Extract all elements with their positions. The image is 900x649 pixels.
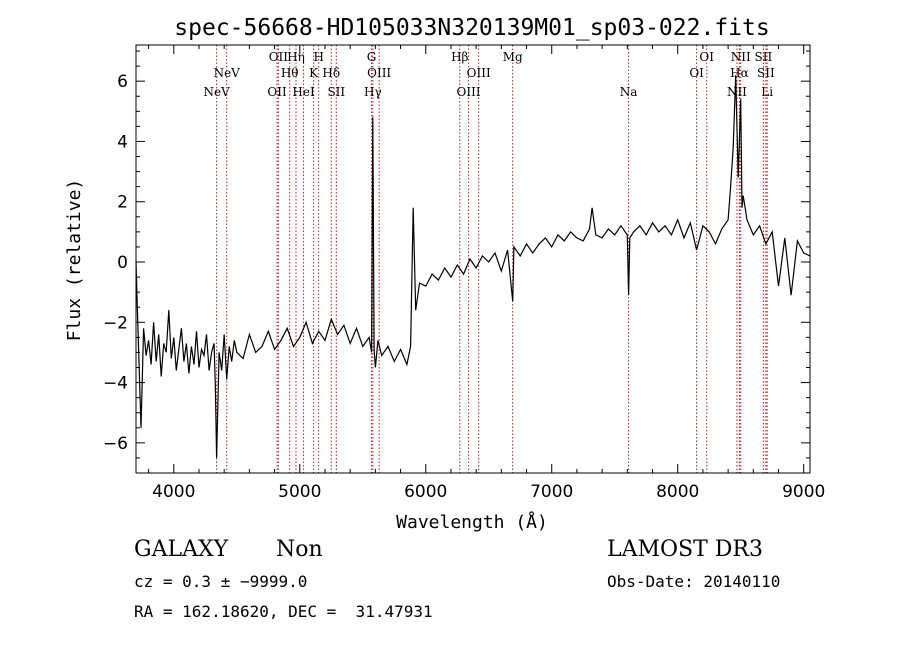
x-axis-label: Wavelength (Å): [396, 511, 548, 533]
line-label-16: OIII: [467, 66, 491, 80]
spectrum-line: [135, 75, 811, 458]
y-tick-label: 0: [117, 253, 128, 273]
x-tick-label: 8000: [656, 482, 699, 502]
redshift-value: cz = 0.3 ± −9999.0: [134, 572, 308, 591]
line-label-17: Mg: [503, 50, 523, 64]
line-label-19: OI: [689, 66, 704, 80]
line-label-23: NII: [731, 50, 751, 64]
line-label-10: SII: [327, 85, 345, 99]
class-label: GALAXY: [134, 537, 229, 562]
x-tick-label: 5000: [278, 482, 321, 502]
y-tick-label: 4: [117, 132, 128, 152]
x-axis: 4000 5000 6000 7000 8000 9000: [148, 45, 825, 502]
line-label-8: H: [313, 50, 323, 64]
y-tick-label: −6: [103, 434, 128, 454]
line-label-6: HeI: [292, 85, 315, 99]
line-label-12: Hγ: [364, 85, 382, 99]
chart-title: spec-56668-HD105033N320139M01_sp03-022.f…: [174, 15, 769, 41]
line-label-26: Li: [761, 85, 773, 99]
line-label-24: SII: [755, 50, 773, 64]
coordinates: RA = 162.18620, DEC = 31.47931: [134, 602, 433, 621]
y-tick-label: −2: [103, 313, 128, 333]
line-label-9: Hδ: [322, 66, 340, 80]
y-tick-label: 2: [117, 193, 128, 213]
line-label-21: NII: [727, 85, 747, 99]
line-label-4: Hθ: [281, 66, 299, 80]
y-axis-label: Flux (relative): [64, 179, 85, 342]
line-label-14: Hβ: [451, 50, 468, 64]
x-tick-label: 4000: [152, 482, 195, 502]
survey-label: LAMOST DR3: [607, 537, 763, 562]
x-tick-label: 9000: [782, 482, 825, 502]
line-label-22: Hα: [730, 66, 749, 80]
line-label-0: NeV: [203, 85, 230, 99]
y-axis: −6 −4 −2 0 2 4 6: [103, 50, 810, 459]
line-label-3: OII: [269, 50, 289, 64]
y-tick-label: −4: [103, 374, 128, 394]
line-label-13: OIII: [367, 66, 391, 80]
line-label-11: G: [367, 50, 377, 64]
line-label-7: K: [309, 66, 319, 80]
emission-line-labels: NeV NeV OII OII Hθ Hη HeI KH Hδ SII G Hγ OIII Hβ OIII O…: [203, 50, 775, 99]
obs-date: Obs-Date: 20140110: [607, 572, 781, 591]
line-label-1: NeV: [214, 66, 241, 80]
line-label-5: Hη: [287, 50, 305, 64]
subclass-label: Non: [276, 537, 323, 562]
x-tick-label: 6000: [404, 482, 447, 502]
y-tick-label: 6: [117, 72, 128, 92]
emission-line-markers: [216, 45, 768, 473]
plot-frame: [135, 44, 811, 474]
line-label-25: SII: [757, 66, 775, 80]
line-label-18: Na: [620, 85, 638, 99]
line-label-2: OII: [267, 85, 287, 99]
spectrum-chart: spec-56668-HD105033N320139M01_sp03-022.f…: [64, 15, 825, 533]
line-label-20: OI: [699, 50, 714, 64]
line-label-15: OIII: [457, 85, 481, 99]
x-tick-label: 7000: [530, 482, 573, 502]
